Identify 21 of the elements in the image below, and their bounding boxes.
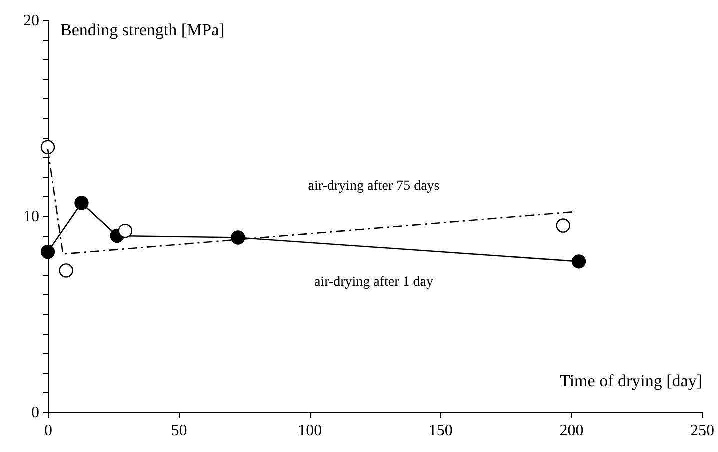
point bbox=[40, 245, 56, 260]
point bbox=[74, 196, 89, 210]
x-tick-label: 100 bbox=[298, 422, 322, 440]
y-tick-label: 10 bbox=[24, 208, 40, 226]
point bbox=[572, 254, 586, 269]
annotation: air-drying after 75 days bbox=[308, 179, 440, 194]
point bbox=[40, 140, 56, 155]
point bbox=[118, 224, 133, 238]
point bbox=[556, 218, 570, 233]
point bbox=[231, 230, 246, 245]
point bbox=[59, 264, 74, 278]
y-tick-label: 20 bbox=[24, 12, 40, 30]
x-tick-label: 0 bbox=[44, 422, 52, 440]
annotation: air-drying after 1 day bbox=[314, 275, 434, 290]
x-tick-label: 250 bbox=[690, 422, 714, 440]
x-tick-label: 50 bbox=[171, 422, 188, 440]
x-tick-label: 150 bbox=[428, 422, 453, 440]
x-tick-label: 200 bbox=[560, 422, 584, 440]
x-axis-title: Time of drying [day] bbox=[560, 372, 702, 390]
y-axis-title: Bending strength [MPa] bbox=[60, 20, 225, 40]
y-tick-label: 0 bbox=[32, 404, 40, 422]
